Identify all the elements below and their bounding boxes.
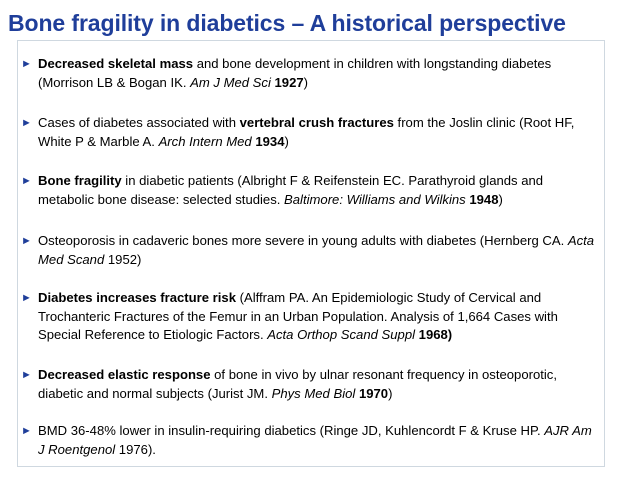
bullet-item: ► BMD 36-48% lower in insulin-requiring d… [21, 422, 598, 459]
bullet-arrow-icon: ► [21, 117, 32, 129]
bullet-item: ► Diabetes increases fracture risk (Alffr… [21, 289, 598, 345]
bullet-item: ► Decreased elastic response of bone in v… [21, 366, 598, 403]
bullet-text-run: 1976). [115, 441, 156, 457]
bullet-text-run: of bone in vivo by ulnar resonant freque… [38, 367, 557, 401]
slide-title: Bone fragility in diabetics – A historic… [8, 10, 566, 36]
bullet-text-run: Osteoporosis in cadaveric bones more sev… [38, 233, 568, 248]
bullet-text-run: 1934 [255, 133, 285, 149]
bullet-text-run: 1952) [104, 251, 142, 267]
bullet-item: ► Bone fragility in diabetic patients (Al… [21, 172, 598, 209]
bullet-text-run: Phys Med Biol [271, 385, 356, 401]
bullet-text-run: Arch Intern Med [158, 133, 252, 149]
bullet-text-run: 1970 [358, 385, 389, 401]
bullet-text-run: Cases of diabetes associated with [38, 115, 240, 130]
bullet-text-run: (Alffram PA. An Epidemiologic Study of C… [38, 290, 558, 342]
bullet-text-run: 1948 [469, 191, 499, 207]
bullet-text-run: from the Joslin clinic (Root HF, White P… [38, 115, 575, 149]
bullet-arrow-icon: ► [21, 425, 32, 437]
bullet-text-run: Baltimore: Williams and Wilkins [284, 191, 466, 207]
bullet-text-run: and bone development in children with lo… [38, 56, 552, 90]
bullet-arrow-icon: ► [21, 292, 32, 304]
bullet-arrow-icon: ► [21, 235, 32, 247]
bullet-text-run: AJR Am J Roentgenol [38, 423, 592, 457]
bullet-text-run: 1927 [274, 74, 304, 90]
bullet-arrow-icon: ► [21, 58, 32, 70]
bullet-text-run: BMD 36-48% lower in insulin-requiring di… [38, 423, 545, 438]
bullet-text-run: ) [498, 191, 503, 207]
bullet-text-run: Am J Med Sci [190, 74, 271, 90]
bullet-item: ► Cases of diabetes associated with verte… [21, 114, 598, 151]
bullet-text-run: 1968) [418, 327, 453, 342]
bullet-text-run: ) [303, 74, 309, 90]
bullet-text-run: in diabetic patients (Albright F & Reife… [38, 173, 544, 207]
bullet-text-run: Acta Orthop Scand Suppl [267, 327, 416, 342]
bullet-item: ► Decreased skeletal mass and bone develo… [21, 55, 598, 92]
bullet-text-run: Bone fragility [38, 173, 122, 188]
bullet-text-run: Decreased elastic response [38, 367, 211, 382]
bullet-text-run: ) [388, 385, 393, 401]
bullet-text-run: vertebral crush fractures [239, 115, 394, 130]
bullet-arrow-icon: ► [21, 175, 32, 187]
bullet-item: ► Osteoporosis in cadaveric bones more se… [21, 232, 598, 269]
bullet-text-run: Acta Med Scand [38, 233, 595, 267]
bullet-text-run: Decreased skeletal mass [38, 56, 194, 71]
content-box [17, 40, 605, 467]
bullet-text-run: ) [284, 133, 289, 149]
bullet-text-run: Diabetes increases fracture risk [38, 290, 236, 305]
bullet-arrow-icon: ► [21, 369, 32, 381]
